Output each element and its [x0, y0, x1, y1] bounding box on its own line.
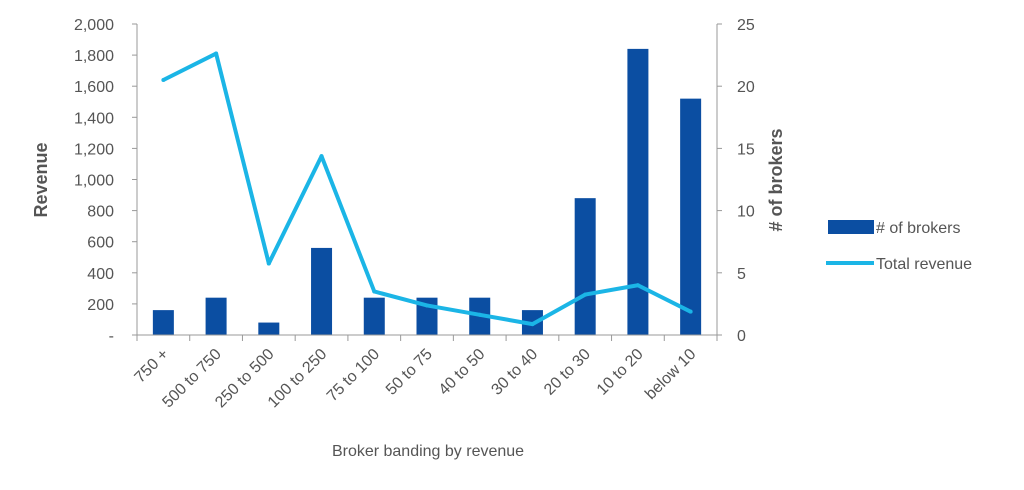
left-tick-label: 600: [87, 235, 114, 252]
revenue-point: [161, 77, 166, 82]
left-tick-label: 200: [87, 297, 114, 314]
left-tick-label: 800: [87, 204, 114, 221]
x-tick-label: 30 to 40: [488, 346, 541, 399]
left-tick-label: 1,200: [74, 141, 114, 158]
bar: [258, 322, 280, 335]
right-tick-label: 5: [737, 266, 746, 283]
left-tick-label: 400: [87, 266, 114, 283]
revenue-point: [530, 322, 535, 327]
x-tick-label: 750 +: [132, 346, 173, 387]
x-tick-label: 40 to 50: [436, 346, 489, 399]
right-tick-label: 20: [737, 79, 755, 96]
x-tick-label: below 10: [642, 346, 699, 403]
x-tick-label: 50 to 75: [383, 346, 436, 399]
y-axis-left-title: Revenue: [31, 142, 51, 217]
revenue-point: [319, 154, 324, 159]
left-tick-label: 2,000: [74, 17, 114, 34]
x-axis-title: Broker banding by revenue: [332, 443, 524, 460]
revenue-point: [583, 292, 588, 297]
revenue-point: [635, 283, 640, 288]
right-axis-ticks: 0 5 10 15 20 25: [717, 17, 755, 345]
legend-bar-swatch: [828, 220, 874, 234]
bar: [574, 198, 596, 335]
x-tick-label: 10 to 20: [594, 346, 647, 399]
bar: [627, 48, 649, 335]
revenue-point: [372, 289, 377, 294]
revenue-point: [214, 51, 219, 56]
left-tick-label: -: [109, 328, 114, 345]
right-tick-label: 10: [737, 204, 755, 221]
revenue-line: [162, 51, 692, 327]
bar: [152, 310, 174, 335]
x-tick-label: 75 to 100: [324, 346, 383, 405]
legend-bar-label: # of brokers: [876, 220, 960, 237]
line-series: [161, 51, 693, 327]
bar: [363, 297, 385, 335]
revenue-point: [688, 309, 693, 314]
bar-series: [152, 48, 702, 335]
left-tick-label: 1,800: [74, 48, 114, 65]
revenue-point: [266, 261, 271, 266]
legend-line-label: Total revenue: [876, 256, 972, 273]
right-tick-label: 0: [737, 328, 746, 345]
left-tick-label: 1,600: [74, 79, 114, 96]
left-tick-label: 1,000: [74, 173, 114, 190]
right-tick-label: 15: [737, 141, 755, 158]
bar: [680, 98, 702, 335]
bar: [311, 247, 333, 335]
x-tick-label: 20 to 30: [541, 346, 594, 399]
right-tick-label: 25: [737, 17, 755, 34]
revenue-point: [477, 312, 482, 317]
bar: [205, 297, 227, 335]
revenue-point: [425, 303, 429, 308]
y-axis-right-title: # of brokers: [766, 128, 786, 231]
legend: # of brokers Total revenue: [826, 220, 972, 273]
left-tick-label: 1,400: [74, 110, 114, 127]
left-axis-ticks: - 200 400 600 800 1,000 1,200 1,400 1,600 1,800 2,…: [74, 17, 137, 345]
